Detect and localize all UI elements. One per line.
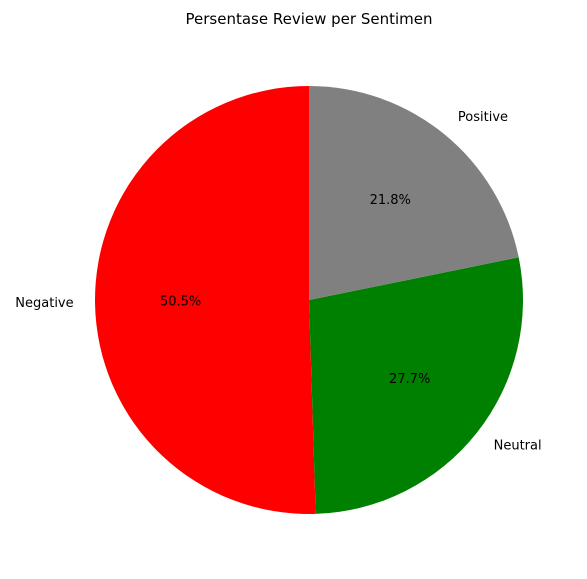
slice-positive xyxy=(309,85,519,301)
slice-negative xyxy=(95,86,316,514)
slice-label-neutral: Neutral xyxy=(494,439,542,454)
slice-label-negative: Negative xyxy=(15,296,73,311)
pie-slices xyxy=(95,85,523,514)
percent-label-positive: 21.8% xyxy=(370,193,411,208)
slice-neutral xyxy=(309,257,523,514)
pie-labels: Negative 50.5% Neutral 27.7% Positive 21.8% xyxy=(15,110,541,453)
slice-label-positive: Positive xyxy=(458,110,508,125)
percent-label-neutral: 27.7% xyxy=(389,372,430,387)
chart-title: Persentase Review per Sentimen xyxy=(186,10,433,28)
percent-label-negative: 50.5% xyxy=(160,295,201,310)
